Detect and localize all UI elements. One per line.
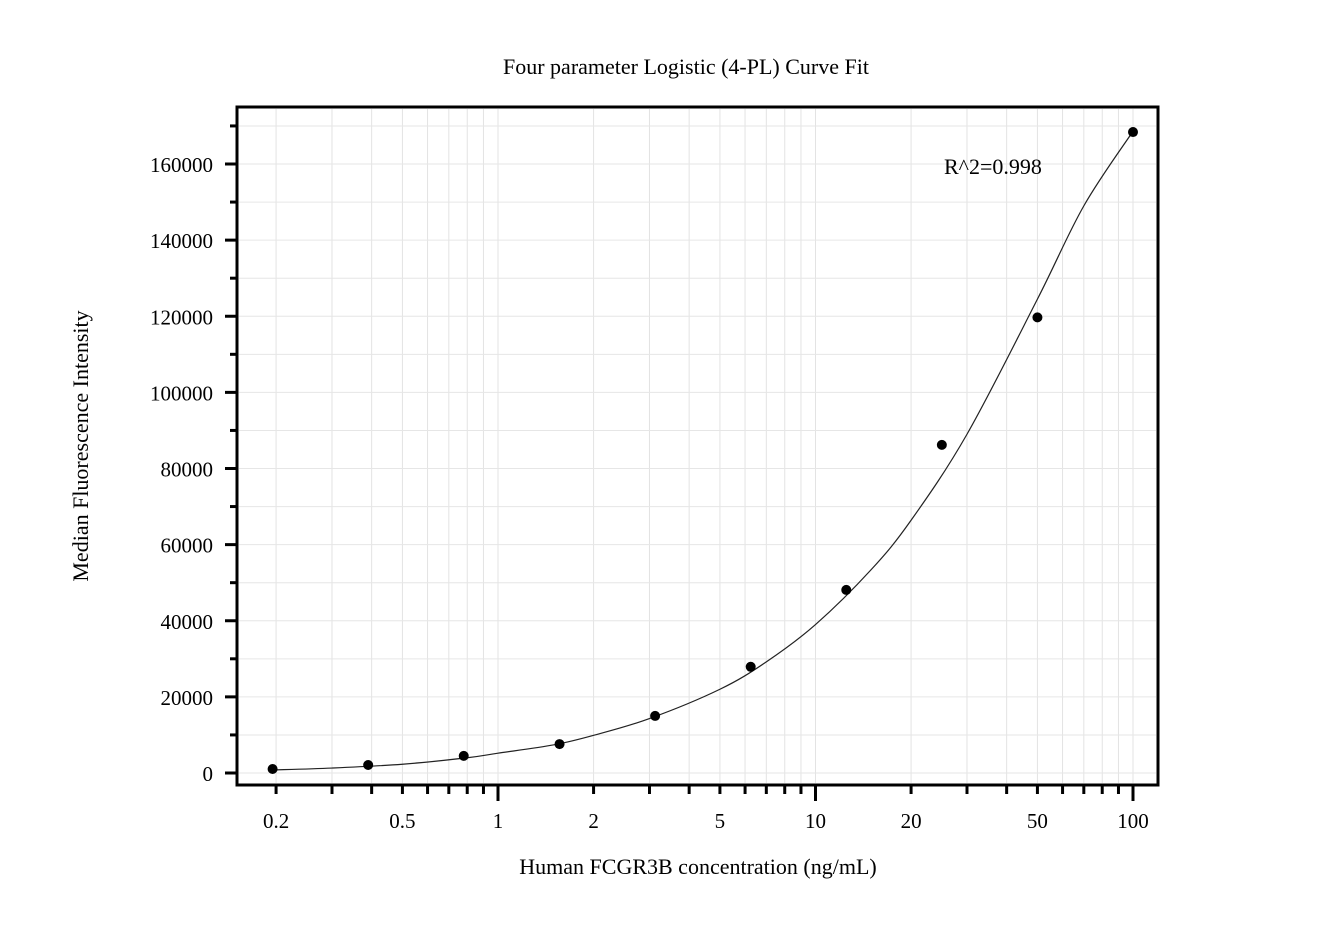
- y-tick-label: 120000: [150, 305, 213, 329]
- y-axis-label: Median Fluorescence Intensity: [68, 310, 93, 581]
- x-tick-label: 5: [715, 809, 726, 833]
- y-tick-label: 80000: [161, 458, 214, 482]
- fit-curve-path: [272, 130, 1134, 771]
- data-point: [267, 764, 278, 775]
- y-tick-label: 60000: [161, 534, 214, 558]
- data-point: [1128, 127, 1138, 138]
- x-tick-label: 2: [588, 809, 599, 833]
- r-squared-annotation: R^2=0.998: [944, 154, 1042, 179]
- data-point: [936, 439, 947, 450]
- x-tick-label: 20: [901, 809, 922, 833]
- data-point: [1032, 312, 1043, 323]
- chart-title: Four parameter Logistic (4-PL) Curve Fit: [503, 54, 869, 79]
- y-tick-label: 100000: [150, 381, 213, 405]
- data-point: [458, 750, 469, 761]
- y-axis-ticks: 0 20000 40000 60000 80000 100000 120000 140000 1…: [150, 124, 237, 786]
- x-tick-label: 10: [805, 809, 826, 833]
- fit-curve: [272, 130, 1134, 771]
- y-tick-label: 40000: [161, 610, 214, 634]
- data-point: [363, 760, 374, 771]
- y-tick-label: 160000: [150, 153, 213, 177]
- data-point: [841, 584, 852, 595]
- y-tick-label: 0: [203, 762, 214, 786]
- x-axis-ticks: 0.2 0.5 1 2 5 10 20 50 100: [263, 785, 1149, 833]
- data-points: [267, 127, 1138, 775]
- y-tick-label: 20000: [161, 686, 214, 710]
- x-axis-label: Human FCGR3B concentration (ng/mL): [519, 854, 876, 879]
- grid-lines: [239, 109, 1156, 783]
- data-point: [554, 739, 565, 750]
- x-tick-label: 100: [1117, 809, 1149, 833]
- x-tick-label: 50: [1027, 809, 1048, 833]
- x-tick-label: 0.2: [263, 809, 289, 833]
- data-point: [745, 661, 756, 672]
- x-tick-label: 0.5: [389, 809, 415, 833]
- data-point: [650, 710, 661, 721]
- plot-frame: [235, 105, 1160, 787]
- x-tick-label: 1: [493, 809, 504, 833]
- y-tick-label: 140000: [150, 229, 213, 253]
